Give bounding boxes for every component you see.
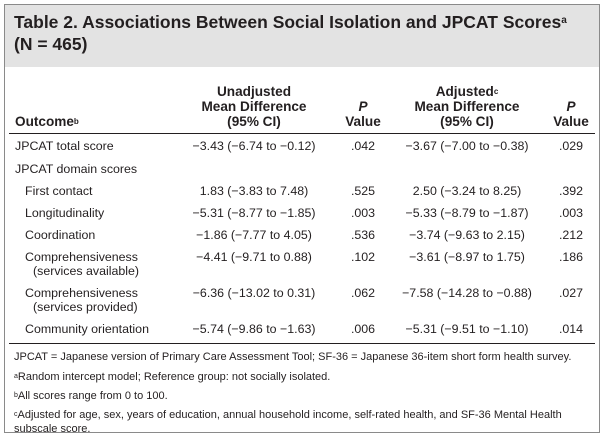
row-p-value-2: .003	[558, 205, 584, 220]
header-p-value-2: P Value	[547, 67, 595, 134]
header-row: Outcomeb Unadjusted Mean Difference (95%…	[9, 67, 595, 134]
row-p-value-1: .536	[350, 227, 376, 242]
row-adjusted: −3.67 (−7.00 to −0.38)	[405, 138, 529, 153]
row-unadjusted: 1.83 (−3.83 to 7.48)	[199, 183, 309, 198]
table-row: Community orientation −5.74 (−9.86 to −1…	[9, 317, 595, 344]
table-row: Coordination −1.86 (−7.77 to 4.05) .536 …	[9, 224, 595, 246]
table-row: First contact 1.83 (−3.83 to 7.48) .525 …	[9, 180, 595, 202]
row-p-value-2: .027	[558, 285, 584, 300]
footnote-a: aRandom intercept model; Reference group…	[14, 370, 331, 383]
table-title-text: Table 2. Associations Between Social Iso…	[14, 12, 562, 32]
row-unadjusted: −6.36 (−13.02 to 0.31)	[192, 285, 316, 300]
row-outcome: JPCAT domain scores	[15, 161, 138, 176]
row-unadjusted: −3.43 (−6.74 to −0.12)	[192, 138, 316, 153]
row-p-value-2: .212	[558, 227, 584, 242]
row-adjusted: −5.33 (−8.79 to −1.87)	[405, 205, 529, 220]
header-p-value-1: P Value	[339, 67, 387, 134]
row-adjusted	[387, 158, 547, 180]
header-adjusted: Adjustedc Mean Difference (95% CI)	[387, 67, 547, 134]
footnote-abbreviations: JPCAT = Japanese version of Primary Care…	[14, 350, 572, 363]
row-unadjusted: −4.41 (−9.71 to 0.88)	[196, 249, 312, 264]
row-outcome: Comprehensiveness (services available)	[25, 249, 140, 278]
header-unadjusted: Unadjusted Mean Difference (95% CI)	[169, 67, 339, 134]
row-p-value-2: .186	[558, 249, 584, 264]
row-unadjusted: −5.31 (−8.77 to −1.85)	[192, 205, 316, 220]
row-p-value-2: .029	[558, 138, 584, 153]
row-p-value-2	[547, 158, 595, 180]
row-p-value-1: .003	[350, 205, 376, 220]
title-footnote-marker: a	[561, 15, 567, 26]
footnote-c: cAdjusted for age, sex, years of educati…	[14, 408, 562, 435]
row-p-value-2: .392	[558, 183, 584, 198]
row-adjusted: −7.58 (−14.28 to −0.88)	[402, 285, 532, 300]
table-footer: JPCAT = Japanese version of Primary Care…	[5, 344, 599, 436]
table-title-line2: (N = 465)	[14, 34, 88, 54]
row-outcome: Comprehensiveness (services provided)	[25, 285, 138, 314]
row-outcome: JPCAT total score	[15, 138, 114, 153]
header-outcome: Outcomeb	[9, 67, 169, 134]
row-adjusted: −5.31 (−9.51 to −1.10)	[387, 317, 547, 344]
row-outcome: Community orientation	[9, 317, 169, 344]
table-row: JPCAT total score −3.43 (−6.74 to −0.12)…	[9, 133, 595, 158]
table-row: Comprehensiveness (services provided) −6…	[9, 282, 595, 318]
table-frame: Table 2. Associations Between Social Iso…	[4, 4, 600, 436]
row-outcome: First contact	[25, 183, 93, 198]
row-adjusted: 2.50 (−3.24 to 8.25)	[412, 183, 522, 198]
table-row: Comprehensiveness (services available) −…	[9, 246, 595, 282]
row-unadjusted: −5.74 (−9.86 to −1.63)	[169, 317, 339, 344]
footnote-b: bAll scores range from 0 to 100.	[14, 389, 168, 402]
row-p-value-1: .062	[350, 285, 376, 300]
table-row: Longitudinality −5.31 (−8.77 to −1.85) .…	[9, 202, 595, 224]
row-unadjusted	[169, 158, 339, 180]
row-outcome: Coordination	[25, 227, 96, 242]
row-outcome: Longitudinality	[25, 205, 105, 220]
row-p-value-1: .006	[339, 317, 387, 344]
row-unadjusted: −1.86 (−7.77 to 4.05)	[196, 227, 312, 242]
row-p-value-2: .014	[547, 317, 595, 344]
table-row: JPCAT domain scores	[9, 158, 595, 180]
row-adjusted: −3.61 (−8.97 to 1.75)	[409, 249, 525, 264]
row-p-value-1: .525	[350, 183, 376, 198]
results-table: Outcomeb Unadjusted Mean Difference (95%…	[9, 67, 595, 344]
row-p-value-1: .042	[350, 138, 376, 153]
row-p-value-1: .102	[350, 249, 376, 264]
table-title: Table 2. Associations Between Social Iso…	[14, 11, 589, 55]
row-adjusted: −3.74 (−9.63 to 2.15)	[409, 227, 525, 242]
row-p-value-1	[339, 158, 387, 180]
title-box: Table 2. Associations Between Social Iso…	[5, 5, 599, 67]
